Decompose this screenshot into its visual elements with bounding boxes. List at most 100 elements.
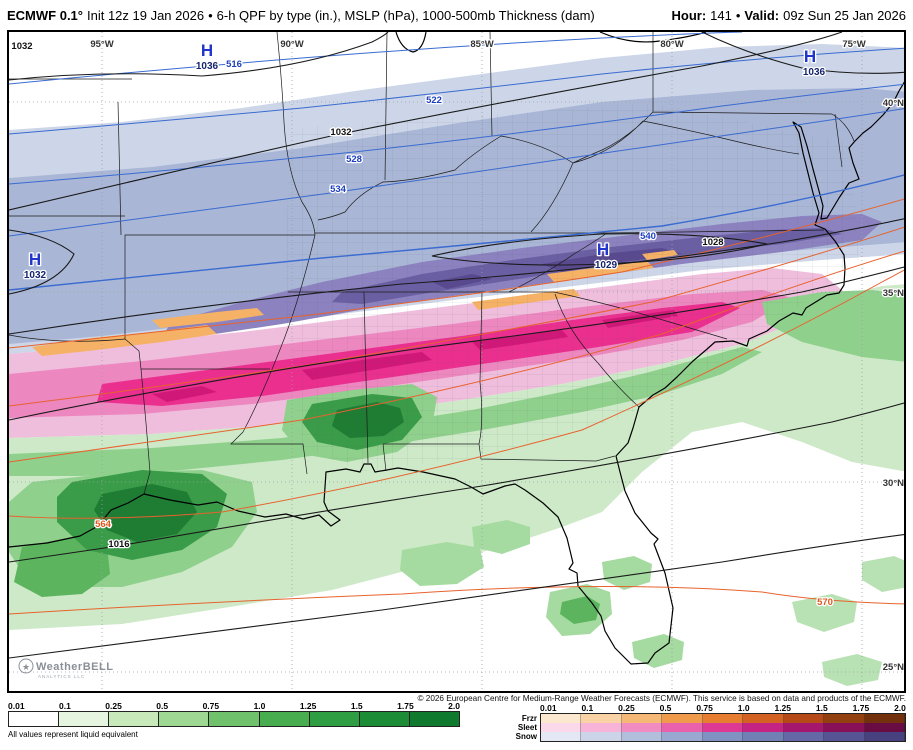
scale-segment bbox=[309, 712, 360, 726]
scale-segment bbox=[783, 714, 825, 723]
separator: • bbox=[208, 7, 213, 23]
scale-segment bbox=[702, 732, 744, 741]
scale-segment bbox=[9, 712, 60, 726]
high-value: 1036 bbox=[196, 61, 219, 72]
scale-segment bbox=[259, 712, 310, 726]
scale-segment bbox=[702, 714, 744, 723]
scale-segment bbox=[864, 723, 905, 732]
ptype-scale-labels: 0.01 0.1 0.25 0.5 0.75 1.0 1.25 1.5 1.75 2.0 bbox=[540, 703, 906, 713]
watermark-brand: WeatherBELL bbox=[36, 661, 113, 673]
high-symbol: H bbox=[597, 240, 609, 259]
scale-label: 1.25 bbox=[774, 703, 792, 713]
snow-colorbar bbox=[541, 732, 905, 741]
scale-segment bbox=[621, 714, 663, 723]
scale-label: 0.01 bbox=[540, 703, 557, 713]
scale-segment bbox=[359, 712, 410, 726]
contour-label: 534 bbox=[330, 184, 347, 195]
thickness-contours-cold bbox=[9, 32, 904, 291]
scale-segment bbox=[662, 714, 703, 723]
scale-segment bbox=[581, 714, 622, 723]
scale-label: 0.25 bbox=[105, 701, 122, 711]
scale-label: 0.5 bbox=[659, 703, 672, 713]
scale-segment bbox=[541, 723, 582, 732]
scale-label: 0.25 bbox=[618, 703, 635, 713]
lon-label: 75°W bbox=[842, 39, 865, 50]
scale-segment bbox=[621, 723, 663, 732]
high-symbol: H bbox=[201, 41, 213, 60]
scale-segment bbox=[662, 732, 703, 741]
scale-label: 1.0 bbox=[737, 703, 750, 713]
scale-segment bbox=[824, 723, 865, 732]
coastline bbox=[9, 32, 904, 665]
contour-label: 516 bbox=[226, 59, 242, 70]
scale-label: 0.1 bbox=[581, 703, 594, 713]
contour-label: 528 bbox=[346, 154, 362, 165]
model-name: ECMWF 0.1° bbox=[7, 7, 83, 23]
lat-label: 35°N bbox=[883, 288, 904, 299]
liquid-equivalent-note: All values represent liquid equivalent bbox=[8, 730, 138, 739]
hour-label: Hour: bbox=[671, 7, 707, 23]
scale-label: 1.5 bbox=[815, 703, 828, 713]
contour-label: 564 bbox=[95, 519, 112, 530]
high-symbol: H bbox=[804, 47, 816, 66]
scale-segment bbox=[824, 732, 865, 741]
contour-label: 1032 bbox=[11, 41, 32, 52]
legend-area: © 2026 European Centre for Medium-Range … bbox=[0, 693, 913, 750]
lon-label: 85°W bbox=[470, 39, 493, 50]
ptype-row-labels: Frzr Sleet Snow bbox=[510, 703, 540, 742]
title-bar: ECMWF 0.1° Init 12z 19 Jan 2026 • 6-h QPF b… bbox=[0, 0, 913, 30]
high-symbol: H bbox=[29, 250, 41, 269]
rain-legend: 0.01 0.1 0.25 0.5 0.75 1.0 1.25 1.5 1.75 2.0 All … bbox=[8, 701, 460, 739]
copyright-text: © 2026 European Centre for Medium-Range … bbox=[417, 694, 906, 703]
scale-segment bbox=[541, 714, 582, 723]
scale-segment bbox=[743, 723, 784, 732]
scale-segment bbox=[743, 732, 784, 741]
scale-label: 0.5 bbox=[156, 701, 169, 711]
lon-label: 95°W bbox=[90, 39, 113, 50]
scale-segment bbox=[159, 712, 210, 726]
scale-segment bbox=[662, 723, 703, 732]
ptype-bars bbox=[540, 713, 906, 742]
high-value: 1036 bbox=[803, 67, 826, 78]
watermark-sub: ANALYTICS LLC bbox=[38, 674, 85, 679]
contour-label: 522 bbox=[426, 95, 442, 106]
lon-label: 80°W bbox=[660, 39, 683, 50]
scale-label: 0.75 bbox=[202, 701, 220, 711]
scale-segment bbox=[581, 723, 622, 732]
valid-time-block: Hour: 141 • Valid: 09z Sun 25 Jan 2026 bbox=[671, 8, 906, 23]
map-canvas: 1032 516 522 528 534 540 1032 1028 1016 … bbox=[9, 32, 904, 691]
scale-segment bbox=[109, 712, 160, 726]
star-icon: ★ bbox=[22, 662, 30, 672]
map-frame: 1032 516 522 528 534 540 1032 1028 1016 … bbox=[7, 30, 906, 693]
contour-label: 1016 bbox=[108, 539, 129, 550]
contour-label: 1032 bbox=[330, 127, 351, 138]
frzr-colorbar bbox=[541, 714, 905, 723]
scale-segment bbox=[824, 714, 865, 723]
lat-label: 30°N bbox=[883, 478, 904, 489]
scale-segment bbox=[864, 714, 905, 723]
scale-label: 0.75 bbox=[696, 703, 713, 713]
contour-label: 540 bbox=[640, 231, 656, 242]
contour-label: 1028 bbox=[702, 237, 723, 248]
scale-segment bbox=[783, 732, 825, 741]
scale-segment bbox=[541, 732, 582, 741]
thickness-contours-warm bbox=[9, 198, 904, 615]
scale-label: 1.0 bbox=[253, 701, 266, 711]
scale-segment bbox=[581, 732, 622, 741]
scale-segment bbox=[702, 723, 744, 732]
sleet-label: Sleet bbox=[517, 723, 537, 732]
frzr-label: Frzr bbox=[521, 714, 537, 723]
product-name: 6-h QPF by type (in.), MSLP (hPa), 1000-… bbox=[216, 7, 595, 23]
scale-label: 0.1 bbox=[59, 701, 71, 711]
scale-label: 1.75 bbox=[397, 701, 414, 711]
map-title: ECMWF 0.1° Init 12z 19 Jan 2026 • 6-h QPF b… bbox=[7, 8, 595, 23]
scale-segment bbox=[783, 723, 825, 732]
mslp-isobars bbox=[9, 32, 904, 659]
separator: • bbox=[735, 7, 741, 23]
ptype-colorbars: 0.01 0.1 0.25 0.5 0.75 1.0 1.25 1.5 1.75 2.0 bbox=[540, 703, 906, 742]
high-value: 1032 bbox=[24, 270, 47, 281]
init-time: Init 12z 19 Jan 2026 bbox=[86, 7, 205, 23]
lat-label: 25°N bbox=[883, 662, 904, 673]
hour-value: 141 bbox=[710, 7, 732, 23]
high-value: 1029 bbox=[595, 260, 618, 271]
